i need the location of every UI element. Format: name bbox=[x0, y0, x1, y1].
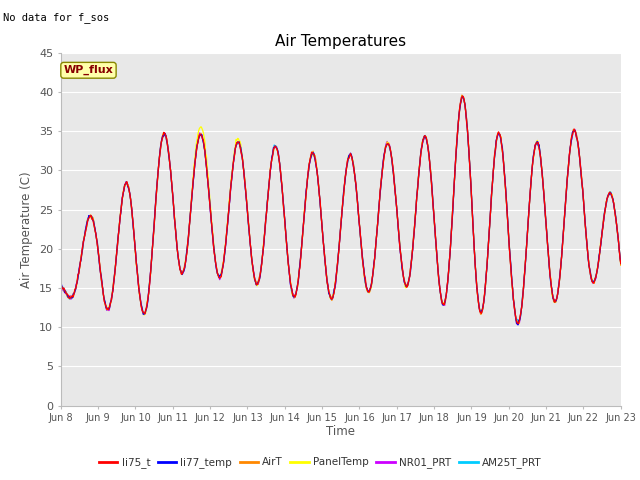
X-axis label: Time: Time bbox=[326, 425, 355, 438]
Text: No data for f_sos: No data for f_sos bbox=[3, 12, 109, 23]
Legend: li75_t, li77_temp, AirT, PanelTemp, NR01_PRT, AM25T_PRT: li75_t, li77_temp, AirT, PanelTemp, NR01… bbox=[95, 453, 545, 472]
Y-axis label: Air Temperature (C): Air Temperature (C) bbox=[20, 171, 33, 288]
Text: WP_flux: WP_flux bbox=[63, 65, 113, 75]
Title: Air Temperatures: Air Temperatures bbox=[275, 34, 406, 49]
